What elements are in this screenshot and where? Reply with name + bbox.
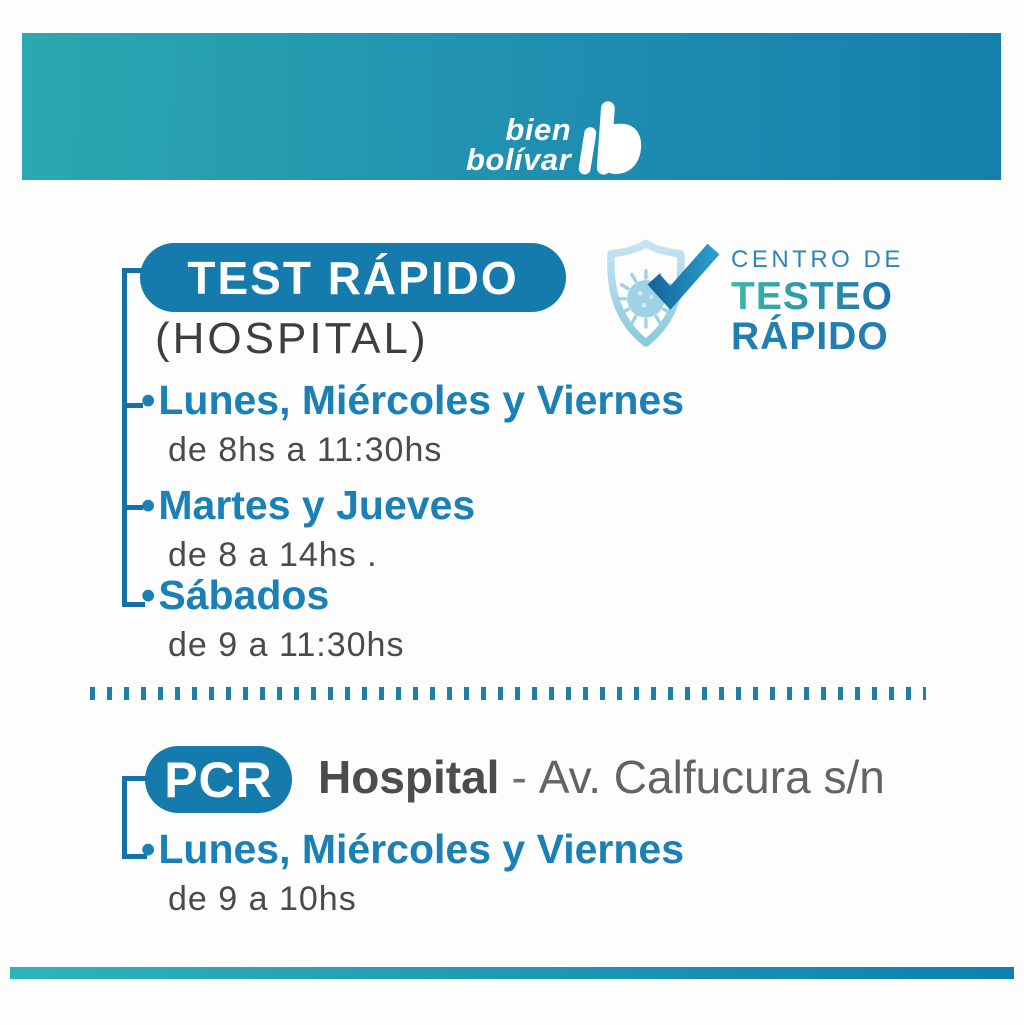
schedule-days: •Martes y Jueves — [141, 485, 475, 526]
bracket-tick-2 — [127, 505, 143, 510]
pcr-bracket-line — [122, 776, 147, 859]
badge-line-rapido: RÁPIDO — [731, 315, 889, 359]
rapid-test-title: TEST RÁPIDO — [187, 251, 519, 304]
schedule-hours: de 9 a 10hs — [168, 880, 357, 918]
shield-virus-check-icon — [607, 239, 720, 347]
schedule-hours: de 9 a 11:30hs — [168, 626, 405, 664]
testing-center-badge: CENTRO DE TESTEO RÁPIDO — [599, 234, 904, 358]
schedule-item: •Sábados de 9 a 11:30hs — [141, 575, 405, 664]
schedule-days: •Sábados — [141, 575, 404, 616]
schedule-days: •Lunes, Miércoles y Viernes — [141, 829, 684, 870]
schedule-days-text: Lunes, Miércoles y Viernes — [158, 826, 685, 872]
rapid-test-subtitle: (HOSPITAL) — [155, 314, 429, 363]
pcr-location-address: Av. Calfucura s/n — [538, 751, 885, 803]
logo-word-bolivar: bolívar — [466, 142, 572, 177]
pcr-title-pill: PCR — [145, 746, 292, 813]
schedule-item: •Martes y Jueves de 8 a 14hs . — [141, 485, 475, 574]
bullet-icon: • — [141, 572, 156, 618]
badge-line-centro-de: CENTRO DE — [731, 246, 904, 273]
schedule-days-text: Martes y Jueves — [158, 482, 476, 528]
bracket-tick-1 — [127, 403, 143, 408]
pcr-location-name: Hospital — [318, 751, 500, 803]
thumbs-up-b-logo-icon — [578, 101, 642, 175]
rapid-test-title-pill: TEST RÁPIDO — [140, 243, 566, 312]
schedule-hours: de 8hs a 11:30hs — [168, 431, 443, 469]
pcr-location-separator: - — [511, 751, 527, 803]
schedule-hours: de 8 a 14hs . — [168, 536, 378, 574]
schedule-days-text: Sábados — [158, 572, 330, 618]
badge-line-testeo: TESTEO — [731, 277, 904, 316]
bien-bolivar-logo: bien bolívar — [466, 97, 642, 179]
bullet-icon: • — [141, 826, 156, 872]
schedule-item: •Lunes, Miércoles y Viernes de 8hs a 11:… — [141, 380, 684, 469]
bullet-icon: • — [141, 377, 156, 423]
schedule-days-text: Lunes, Miércoles y Viernes — [158, 377, 685, 423]
footer-bar — [10, 967, 1014, 979]
bien-bolivar-logo-text: bien bolívar — [466, 101, 571, 176]
testing-center-badge-text: CENTRO DE TESTEO RÁPIDO — [731, 234, 904, 358]
header-banner: bien bolívar — [22, 33, 1001, 180]
logo-word-bien: bien — [505, 111, 572, 147]
bullet-icon: • — [141, 482, 156, 528]
rapid-test-bracket-line — [122, 268, 145, 607]
schedule-item: •Lunes, Miércoles y Viernes de 9 a 10hs — [141, 829, 684, 918]
schedule-days: •Lunes, Miércoles y Viernes — [141, 380, 684, 421]
pcr-title: PCR — [164, 751, 273, 808]
pcr-location-line: Hospital - Av. Calfucura s/n — [318, 752, 885, 803]
dotted-divider — [90, 687, 926, 700]
